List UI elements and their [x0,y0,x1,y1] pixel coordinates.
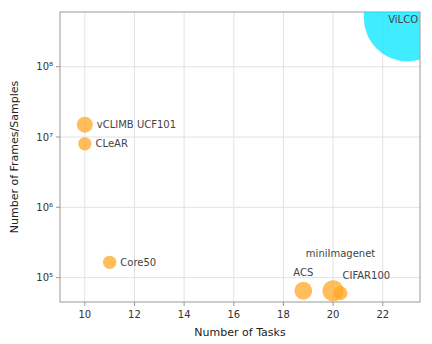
point-label: Core50 [120,257,156,268]
tick-x [333,302,334,306]
tick-label-x: 20 [327,309,340,320]
bubble [334,286,348,300]
grid-line-x [283,12,284,302]
bubble [103,256,116,269]
tick-label-x: 12 [128,309,141,320]
grid-line-x [233,12,234,302]
tick-label-y: 10⁶ [36,202,53,213]
tick-label-x: 14 [178,309,191,320]
tick-x [382,302,383,306]
tick-x [233,302,234,306]
bubble [294,282,312,300]
bubbles [77,12,420,301]
point-label: CLeAR [96,138,128,149]
bubble [78,137,91,150]
point-label: miniImagenet [306,248,375,259]
grid-line-y [60,207,420,208]
tick-y [56,66,60,67]
point-labels: vCLIMB UCF101 CLeAR Core50 ACS CIFAR100 miniI… [96,14,419,281]
tick-label-y: 10⁸ [36,61,53,72]
tick-x [134,302,135,306]
bubble [364,12,420,61]
tick-label-x: 18 [277,309,290,320]
tick-x [84,302,85,306]
grid-line-y [60,66,420,67]
y-axis-label: Number of Frames/Samples [8,81,21,234]
grid-line-x [184,12,185,302]
tick-label-y: 10⁵ [36,272,53,283]
x-axis-label: Number of Tasks [194,326,286,339]
point-label: vCLIMB UCF101 [97,119,176,130]
point-label: CIFAR100 [343,270,391,281]
tick-label-y: 10⁷ [36,132,53,143]
tick-x [184,302,185,306]
tick-label-x: 16 [227,309,240,320]
tick-x [283,302,284,306]
plot-frame [60,12,420,302]
tick-y [56,277,60,278]
bubble [77,117,93,133]
tick-label-x: 22 [376,309,389,320]
tick-y [56,137,60,138]
chart: 10 12 14 16 18 20 22 10⁵ 10⁶ 10⁷ 10⁸ Number of Task… [0,0,432,344]
point-label: ACS [293,267,313,278]
tick-label-x: 10 [78,309,91,320]
grid [60,12,420,302]
grid-line-x [84,12,85,302]
point-label: ViLCO [388,14,418,25]
grid-line-x [382,12,383,302]
tick-y [56,207,60,208]
